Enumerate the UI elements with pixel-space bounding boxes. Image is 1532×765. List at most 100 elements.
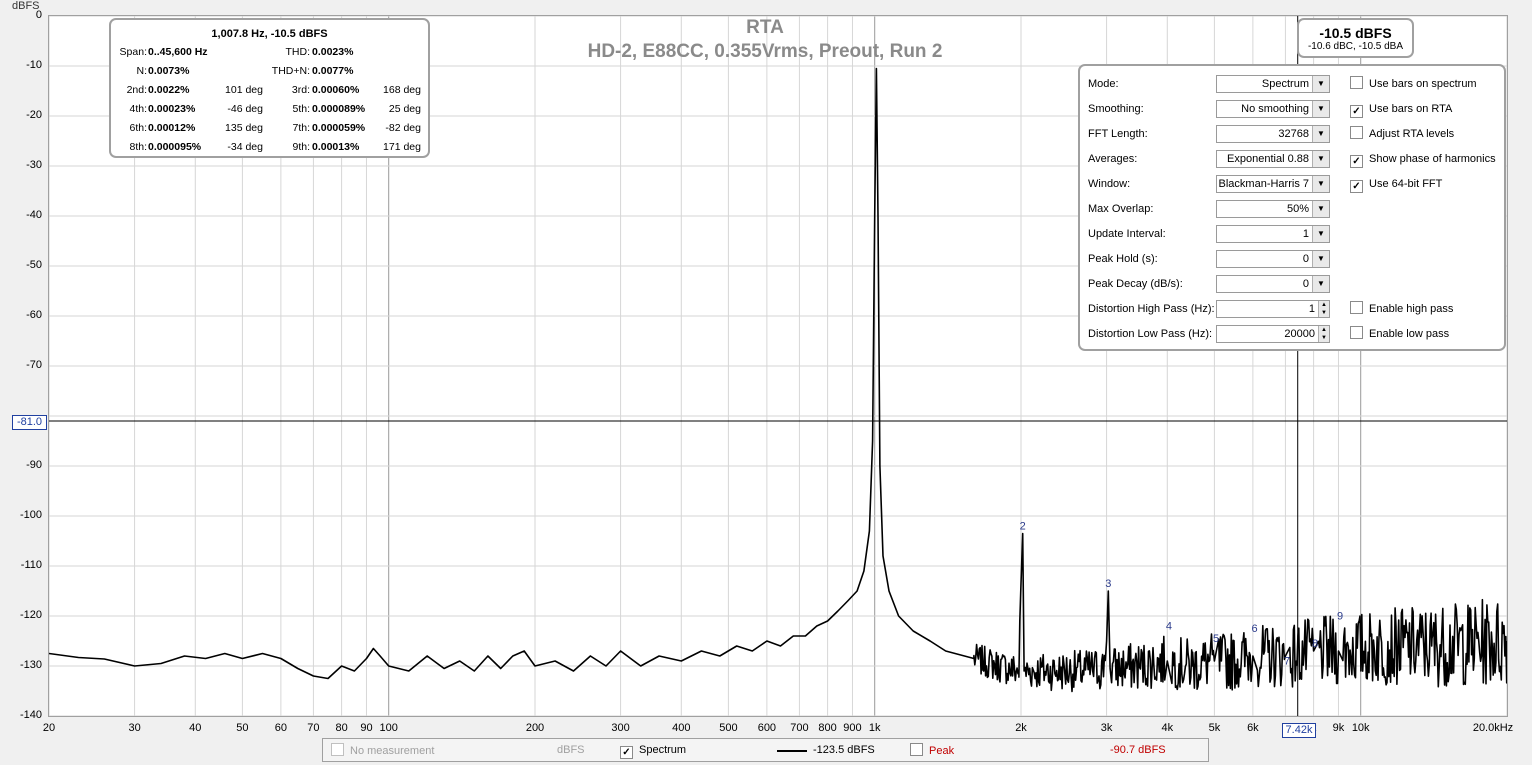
n-thdn-row: N: 0.0073% THD+N: 0.0077% (111, 64, 428, 78)
x-tick-label: 10k (1351, 722, 1370, 734)
harmonic-marker-3: 3 (1105, 578, 1111, 590)
no-measurement-checkbox[interactable] (331, 743, 344, 756)
setting-label: Peak Decay (dB/s): (1088, 278, 1183, 290)
setting-dropdown[interactable]: 0 ▼ (1216, 250, 1330, 268)
harmonic-value: 0.000089% (312, 103, 366, 115)
setting-dropdown[interactable]: 0 ▼ (1216, 275, 1330, 293)
spectrum-checkbox[interactable]: ✓ (620, 746, 633, 759)
setting-checkbox[interactable]: ✓ Show phase of harmonics (1350, 149, 1496, 169)
harmonic-label: 8th: (129, 141, 147, 153)
legend-no-measurement[interactable]: No measurement (331, 743, 434, 758)
setting-label: Averages: (1088, 153, 1138, 165)
harmonic-row: 2nd: 0.0022% 101 deg 3rd: 0.00060% 168 deg (111, 83, 428, 97)
chevron-down-icon[interactable]: ▼ (1312, 151, 1329, 167)
level-readout: -10.5 dBFS -10.6 dBC, -10.5 dBA (1297, 18, 1414, 58)
setting-checkbox[interactable]: Adjust RTA levels (1350, 124, 1454, 144)
chevron-down-icon[interactable]: ▼ (1312, 76, 1329, 92)
chevron-down-icon[interactable]: ▼ (1312, 251, 1329, 267)
thd-value: 0.0023% (312, 46, 354, 58)
y-tick-label: -100 (19, 509, 42, 521)
legend-spectrum[interactable]: ✓ Spectrum (620, 743, 686, 759)
y-tick-label: -90 (26, 459, 42, 471)
harmonic-row: 4th: 0.00023% -46 deg 5th: 0.000089% 25 deg (111, 102, 428, 116)
checked-box-icon[interactable]: ✓ (1350, 155, 1363, 168)
checkbox-label: Enable high pass (1369, 303, 1454, 315)
level-main: -10.5 dBFS (1319, 25, 1392, 41)
setting-checkbox[interactable]: Enable low pass (1350, 324, 1449, 344)
x-tick-label: 600 (757, 722, 777, 734)
setting-checkbox[interactable]: ✓ Use bars on RTA (1350, 99, 1452, 119)
harmonic-value: 0.0022% (148, 84, 190, 96)
chevron-down-icon[interactable]: ▼ (1312, 101, 1329, 117)
setting-value: 1 (1302, 228, 1309, 240)
n-value: 0.0073% (148, 65, 190, 77)
setting-spinbox[interactable]: 20000 ▲ ▼ (1216, 325, 1330, 343)
legend-spectrum-value: -123.5 dBFS (813, 744, 875, 756)
chart-subtitle: HD-2, E88CC, 0.355Vrms, Preout, Run 2 (587, 41, 943, 62)
spectrum-label: Spectrum (639, 744, 687, 756)
y-tick-label: -110 (20, 559, 42, 571)
spin-arrows-icon[interactable]: ▲ ▼ (1318, 326, 1329, 342)
setting-label: Mode: (1088, 78, 1119, 90)
chevron-down-icon[interactable]: ▼ (1312, 276, 1329, 292)
setting-dropdown[interactable]: Spectrum ▼ (1216, 75, 1330, 93)
cursor-x-readout[interactable]: 7.42k (1282, 723, 1316, 738)
setting-label: FFT Length: (1088, 128, 1148, 140)
setting-dropdown[interactable]: 1 ▼ (1216, 225, 1330, 243)
unchecked-box-icon[interactable] (1350, 301, 1363, 314)
x-tick-label: 80 (335, 722, 348, 734)
setting-label: Max Overlap: (1088, 203, 1154, 215)
setting-dropdown[interactable]: No smoothing ▼ (1216, 100, 1330, 118)
x-tick-label: 900 (843, 722, 862, 734)
x-tick-label: 70 (307, 722, 320, 734)
unchecked-box-icon[interactable] (1350, 76, 1363, 89)
setting-dropdown[interactable]: 32768 ▼ (1216, 125, 1330, 143)
x-tick-label: 40 (189, 722, 202, 734)
y-tick-label: -120 (19, 609, 42, 621)
checkbox-label: Use 64-bit FFT (1369, 178, 1443, 190)
harmonic-phase: 168 deg (383, 84, 421, 96)
setting-value: No smoothing (1241, 103, 1309, 115)
harmonic-value: 0.00023% (148, 103, 196, 115)
legend-peak[interactable]: Peak (910, 743, 954, 758)
checked-box-icon[interactable]: ✓ (1350, 180, 1363, 193)
setting-spinbox[interactable]: 1 ▲ ▼ (1216, 300, 1330, 318)
legend-bar: No measurement dBFS ✓ Spectrum -123.5 dBF… (322, 738, 1209, 762)
setting-dropdown[interactable]: Blackman-Harris 7 ▼ (1216, 175, 1330, 193)
checkbox-label: Enable low pass (1369, 328, 1450, 340)
unchecked-box-icon[interactable] (1350, 326, 1363, 339)
span-value: 0..45,600 Hz (148, 46, 208, 58)
harmonic-row: 8th: 0.000095% -34 deg 9th: 0.00013% 171 deg (111, 140, 428, 154)
x-tick-label: 90 (360, 722, 373, 734)
x-tick-label: 800 (818, 722, 837, 734)
setting-checkbox[interactable]: Use bars on spectrum (1350, 74, 1477, 94)
unchecked-box-icon[interactable] (1350, 126, 1363, 139)
x-tick-label: 200 (525, 722, 545, 734)
cursor-y-readout[interactable]: -81.0 (12, 415, 47, 430)
setting-value: 1 (1308, 303, 1315, 315)
setting-checkbox[interactable]: Enable high pass (1350, 299, 1453, 319)
checked-box-icon[interactable]: ✓ (1350, 105, 1363, 118)
chevron-down-icon[interactable]: ▼ (1312, 126, 1329, 142)
x-tick-label: 4k (1161, 722, 1174, 734)
chevron-down-icon[interactable]: ▼ (1312, 226, 1329, 242)
chevron-down-icon[interactable]: ▼ (1312, 176, 1329, 192)
harmonic-row: 6th: 0.00012% 135 deg 7th: 0.000059% -82 deg (111, 121, 428, 135)
harmonic-label: 7th: (292, 122, 310, 134)
harmonic-label: 6th: (129, 122, 147, 134)
setting-value: 0 (1302, 278, 1309, 290)
setting-value: Exponential 0.88 (1227, 153, 1309, 165)
setting-dropdown[interactable]: Exponential 0.88 ▼ (1216, 150, 1330, 168)
x-tick-label: 50 (236, 722, 249, 734)
checkbox-label: Use bars on spectrum (1369, 78, 1477, 90)
harmonic-marker-7: 7 (1284, 656, 1290, 668)
harmonic-phase: 135 deg (225, 122, 263, 134)
spectrum-line-swatch (777, 750, 807, 752)
y-tick-label: -140 (19, 709, 42, 721)
setting-checkbox[interactable]: ✓ Use 64-bit FFT (1350, 174, 1442, 194)
peak-checkbox[interactable] (910, 743, 923, 756)
spin-arrows-icon[interactable]: ▲ ▼ (1318, 301, 1329, 317)
setting-dropdown[interactable]: 50% ▼ (1216, 200, 1330, 218)
y-axis-unit-label: dBFS (12, 0, 40, 12)
chevron-down-icon[interactable]: ▼ (1312, 201, 1329, 217)
